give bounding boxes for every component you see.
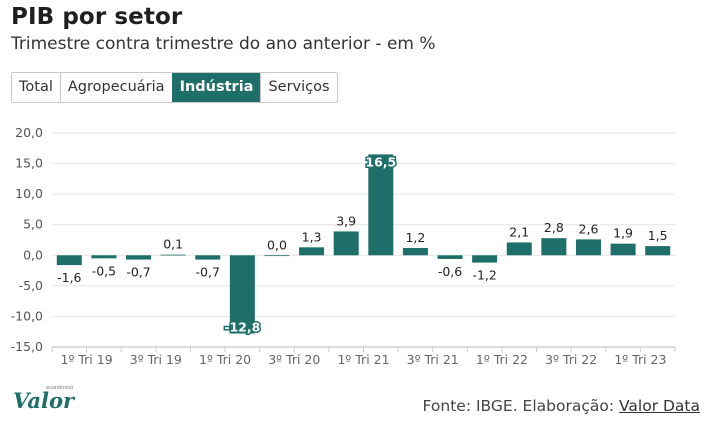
- bar: [368, 154, 394, 256]
- data-label: -0,7: [196, 265, 220, 280]
- tab-total[interactable]: Total: [12, 73, 60, 102]
- data-label: 0,1: [163, 237, 183, 252]
- data-label: -0,6: [438, 264, 462, 279]
- data-label: 1,5: [648, 228, 668, 243]
- y-tick-label: -15,0: [11, 339, 43, 354]
- bar: [437, 255, 463, 259]
- bar: [402, 247, 428, 256]
- bar: [91, 255, 117, 259]
- data-label: 2,6: [579, 221, 599, 236]
- x-tick-label: 1º Tri 23: [614, 352, 666, 367]
- x-tick-label: 3º Tri 19: [130, 352, 182, 367]
- logo-text: Valor: [13, 388, 75, 413]
- logo-small-text: econômico: [46, 385, 74, 391]
- source-prefix: Fonte: IBGE. Elaboração:: [422, 397, 619, 415]
- data-label: -12,8: [224, 320, 260, 335]
- tab-agropecuaria[interactable]: Agropecuária: [59, 73, 172, 102]
- chart-title: PIB por setor: [11, 4, 183, 30]
- y-tick-label: 10,0: [15, 186, 43, 201]
- bar: [575, 239, 601, 256]
- bar: [126, 255, 152, 260]
- data-label: 3,9: [336, 213, 356, 228]
- bar: [56, 255, 82, 266]
- bar: [506, 242, 532, 256]
- x-tick-label: 3º Tri 20: [268, 352, 320, 367]
- bar: [645, 246, 671, 256]
- bar: [160, 254, 186, 256]
- bar: [195, 255, 221, 260]
- bar: [299, 247, 325, 256]
- bar: [333, 231, 359, 256]
- valor-logo[interactable]: Valor econômico: [13, 385, 75, 413]
- bar: [229, 255, 255, 334]
- data-label: -0,7: [126, 265, 150, 280]
- data-label: 1,3: [302, 229, 322, 244]
- data-label: 2,8: [544, 220, 564, 235]
- y-tick-label: 0,0: [23, 247, 43, 262]
- x-tick-label: 1º Tri 19: [61, 352, 113, 367]
- data-label: 16,5: [365, 154, 396, 169]
- tab-servicos[interactable]: Serviços: [260, 73, 337, 102]
- bar: [472, 255, 498, 263]
- tab-industria[interactable]: Indústria: [171, 73, 261, 102]
- y-tick-label: 5,0: [23, 217, 43, 232]
- y-tick-label: -5,0: [19, 278, 43, 293]
- data-label: -1,6: [57, 270, 81, 285]
- sector-tabs: Total Agropecuária Indústria Serviços: [11, 72, 338, 103]
- x-tick-label: 1º Tri 22: [476, 352, 528, 367]
- y-tick-label: 20,0: [15, 125, 43, 140]
- y-tick-label: -10,0: [11, 308, 43, 323]
- bar: [264, 255, 290, 257]
- data-label: 1,9: [613, 226, 633, 241]
- data-label: 0,0: [267, 237, 287, 252]
- data-label: -1,2: [472, 268, 496, 283]
- bar: [541, 238, 567, 256]
- data-label: 1,2: [405, 230, 425, 245]
- data-label: -0,5: [92, 263, 116, 278]
- source-link[interactable]: Valor Data: [619, 397, 700, 415]
- x-tick-label: 3º Tri 22: [545, 352, 597, 367]
- bar: [610, 243, 636, 256]
- x-tick-label: 1º Tri 21: [337, 352, 389, 367]
- source-note: Fonte: IBGE. Elaboração: Valor Data: [423, 397, 700, 415]
- data-label: 2,1: [509, 224, 529, 239]
- y-tick-label: 15,0: [15, 156, 43, 171]
- chart-subtitle: Trimestre contra trimestre do ano anteri…: [11, 34, 436, 54]
- x-tick-label: 1º Tri 20: [199, 352, 251, 367]
- bar-chart: 20,0 15,0 10,0 5,0 0,0 -5,0 -10,0 -15,0 -1,6 -0,5…: [11, 125, 676, 367]
- x-tick-label: 3º Tri 21: [407, 352, 459, 367]
